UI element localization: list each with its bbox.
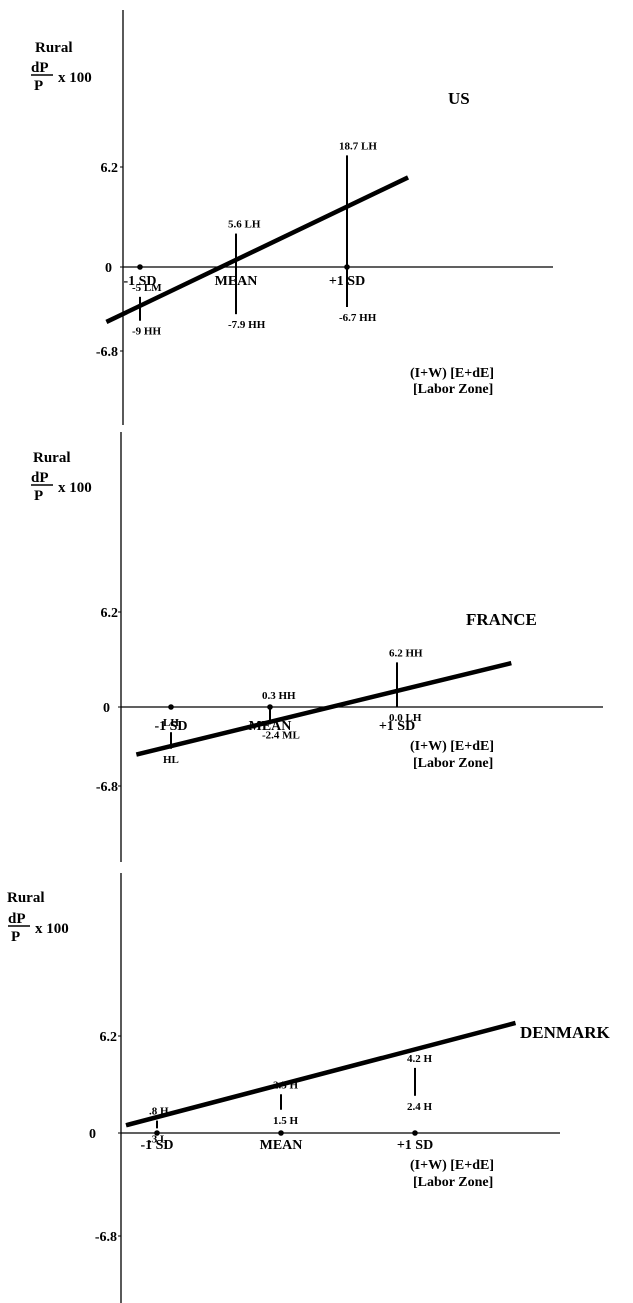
x-category-label: -1 SD — [154, 719, 187, 734]
x-axis-label-line1: (I+W) [E+dE] — [410, 739, 494, 754]
y-tick-label: -6.8 — [96, 780, 118, 795]
regression-line — [135, 660, 512, 757]
y-tick-label: 6.2 — [101, 606, 119, 621]
regression-line — [105, 175, 410, 324]
country-label: DENMARK — [520, 1023, 610, 1042]
y-axis-label-numerator: dP — [8, 911, 26, 927]
y-tick-label: 0 — [105, 261, 112, 276]
range-low-label: -9 HH — [132, 326, 161, 338]
y-tick-label: 6.2 — [101, 161, 119, 176]
range-high-label: 18.7 LH — [339, 140, 377, 152]
x-axis-label-line2: [Labor Zone] — [413, 756, 493, 771]
range-high-label: 5.6 LH — [228, 219, 261, 231]
range-high-label: 6.2 HH — [389, 647, 423, 659]
country-label: FRANCE — [466, 610, 537, 629]
y-axis-label-rural: Rural — [35, 40, 73, 56]
range-low-label: -6.7 HH — [339, 312, 377, 324]
regression-line — [125, 1020, 517, 1128]
x-category-label: +1 SD — [379, 719, 415, 734]
data-point — [412, 1130, 418, 1136]
y-axis-label-denominator: P — [11, 929, 20, 945]
x-axis-label-line1: (I+W) [E+dE] — [410, 1158, 494, 1173]
y-tick-label: -6.8 — [96, 345, 118, 360]
data-point — [154, 1130, 160, 1136]
range-low-label: -2.4 ML — [262, 729, 300, 741]
range-low-label: -7.9 HH — [228, 319, 266, 331]
x-category-label: +1 SD — [397, 1138, 433, 1153]
y-axis-label-rural: Rural — [33, 450, 71, 466]
y-axis-label-denominator: P — [34, 78, 43, 94]
x-category-label: -1 SD — [140, 1138, 173, 1153]
range-high-label: LH — [163, 717, 179, 729]
range-low-label: HL — [163, 754, 179, 766]
y-tick-label: -6.8 — [95, 1230, 117, 1245]
x-category-label: MEAN — [260, 1138, 303, 1153]
x-category-label: -1 SD — [123, 274, 156, 289]
range-high-label: 0.3 HH — [262, 690, 296, 702]
y-axis-label-denominator: P — [34, 488, 43, 504]
data-point — [278, 1130, 284, 1136]
range-low-label: 2.4 H — [407, 1101, 433, 1113]
x-axis-label-line2: [Labor Zone] — [413, 1175, 493, 1190]
y-axis-label-numerator: dP — [31, 60, 49, 76]
y-tick-label: 0 — [89, 1127, 96, 1142]
data-point — [137, 264, 143, 270]
range-low-label: 1.5 H — [273, 1115, 299, 1127]
x-axis-label-line2: [Labor Zone] — [413, 382, 493, 397]
y-axis-label-numerator: dP — [31, 470, 49, 486]
x-axis-label-line1: (I+W) [E+dE] — [410, 366, 494, 381]
y-tick-label: 6.2 — [100, 1030, 118, 1045]
range-low-label: 0.0 LH — [389, 712, 422, 724]
y-axis-label-suffix: x 100 — [35, 921, 69, 937]
y-axis-label-suffix: x 100 — [58, 480, 92, 496]
range-high-label: -5 LM — [132, 282, 162, 294]
range-high-label: 4.2 H — [407, 1053, 433, 1065]
data-point — [168, 704, 174, 710]
y-axis-label-suffix: x 100 — [58, 70, 92, 86]
range-low-label: .3 L — [149, 1133, 167, 1145]
country-label: US — [448, 89, 470, 108]
y-tick-label: 0 — [103, 701, 110, 716]
y-axis-label-rural: Rural — [7, 890, 45, 906]
